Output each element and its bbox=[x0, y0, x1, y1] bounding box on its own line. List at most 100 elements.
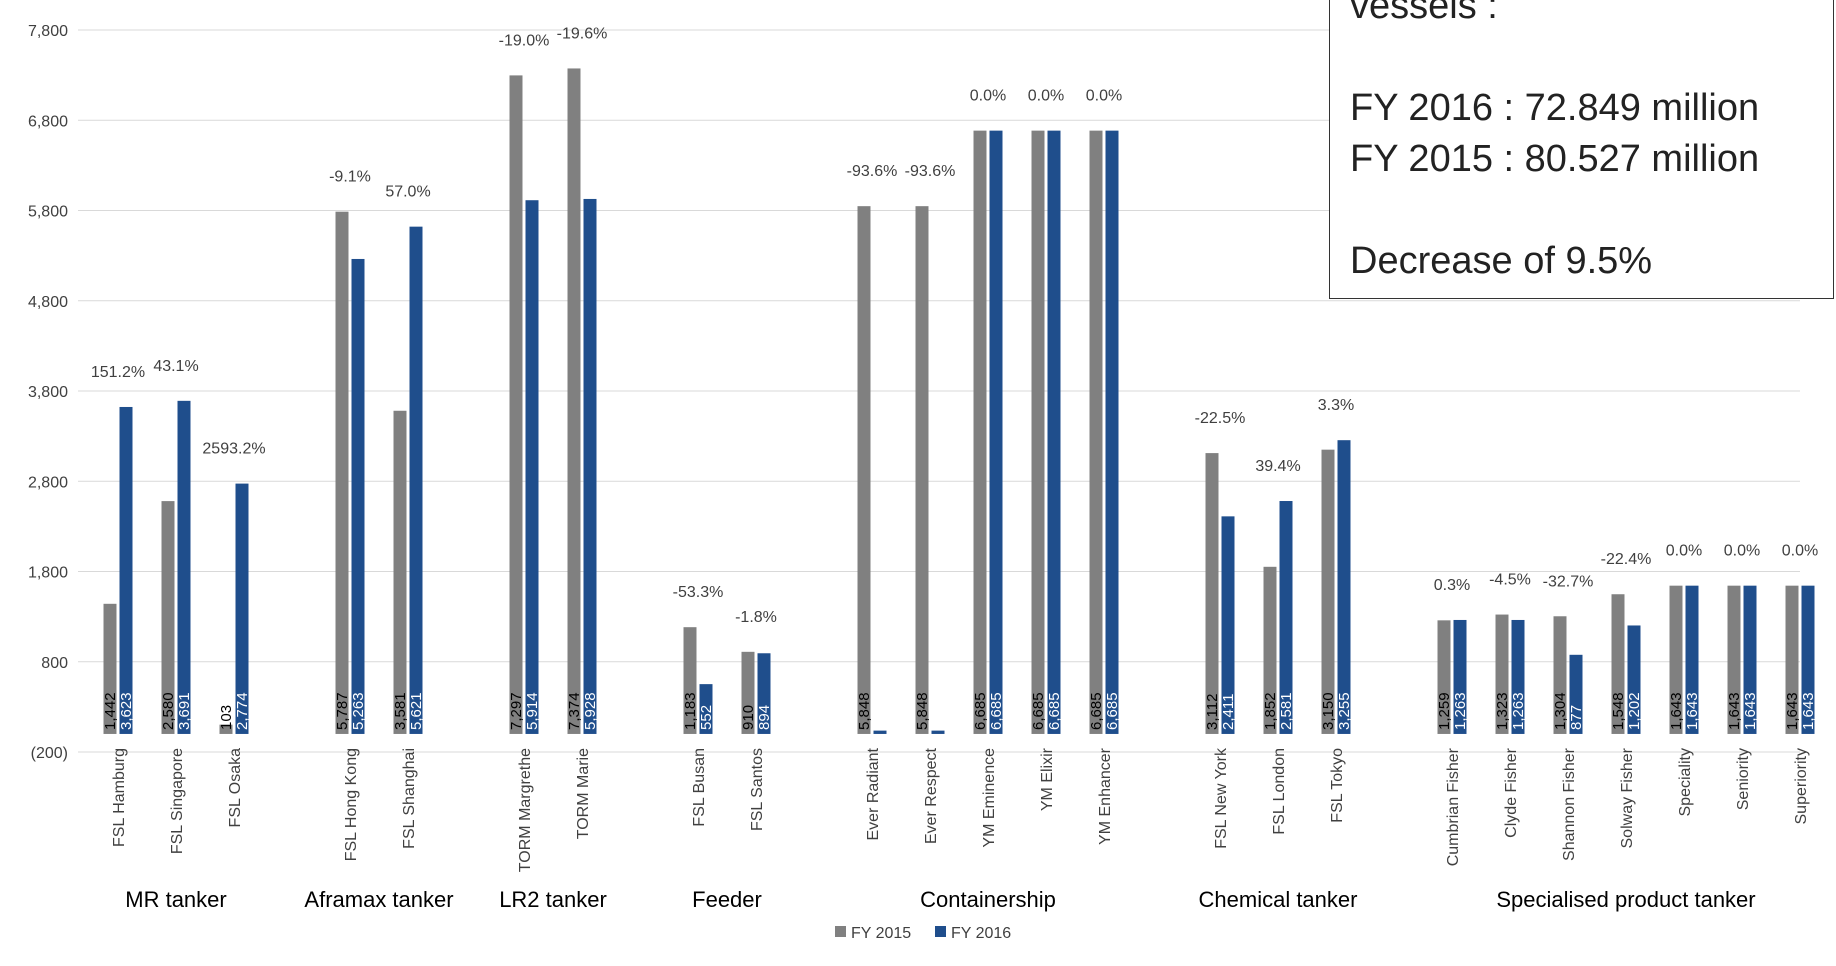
percent-change-label: 0.0% bbox=[1782, 543, 1818, 560]
value-label-fy2016: 6,685 bbox=[1046, 692, 1063, 730]
bar-fy2016 bbox=[120, 407, 133, 734]
bar-fy2015 bbox=[1090, 131, 1103, 734]
value-label-fy2016: 2,581 bbox=[1278, 692, 1295, 730]
value-label-fy2016: 6,685 bbox=[1104, 692, 1121, 730]
category-group-label: Feeder bbox=[692, 887, 762, 912]
summary-spacer bbox=[1350, 32, 1833, 83]
percent-change-label: -22.4% bbox=[1601, 551, 1652, 568]
x-tick-label: FSL Santos bbox=[749, 748, 766, 831]
percent-change-label: 57.0% bbox=[385, 184, 430, 201]
bar-fy2016 bbox=[526, 200, 539, 734]
percent-change-label: -53.3% bbox=[673, 584, 724, 601]
x-tick-label: Ever Respect bbox=[923, 747, 940, 844]
percent-change-label: 39.4% bbox=[1255, 458, 1300, 475]
category-group-label: Containership bbox=[920, 887, 1056, 912]
summary-spacer bbox=[1350, 185, 1833, 236]
x-tick-label: YM Eminence bbox=[981, 748, 998, 848]
x-tick-label: Superiority bbox=[1793, 748, 1810, 824]
value-label-fy2015: 3,112 bbox=[1204, 694, 1221, 730]
x-tick-label: FSL Hamburg bbox=[111, 748, 128, 847]
percent-change-label: -32.7% bbox=[1543, 573, 1594, 590]
value-label-fy2015: 1,643 bbox=[1726, 692, 1743, 730]
percent-change-label: 151.2% bbox=[91, 364, 145, 381]
value-label-fy2015: 1,323 bbox=[1494, 692, 1511, 730]
bar-fy2016 bbox=[410, 227, 423, 734]
bar-fy2015 bbox=[1032, 131, 1045, 734]
y-tick-label: 1,800 bbox=[28, 565, 68, 582]
bar-fy2016 bbox=[352, 259, 365, 734]
percent-change-label: 3.3% bbox=[1318, 397, 1354, 414]
percent-change-label: 0.0% bbox=[1666, 543, 1702, 560]
value-label-fy2015: 5,848 bbox=[856, 692, 873, 730]
y-tick-label: 3,800 bbox=[28, 384, 68, 401]
value-label-fy2015: 1,304 bbox=[1552, 692, 1569, 730]
percent-change-label: 0.0% bbox=[1028, 88, 1064, 105]
percent-change-label: 0.3% bbox=[1434, 577, 1470, 594]
value-label-fy2016: 37 bbox=[930, 713, 947, 730]
bar-fy2016 bbox=[1338, 440, 1351, 734]
x-tick-label: FSL Shanghai bbox=[401, 748, 418, 849]
bar-fy2015 bbox=[510, 75, 523, 734]
x-tick-label: Seniority bbox=[1735, 748, 1752, 810]
value-label-fy2016: 877 bbox=[1568, 705, 1585, 730]
value-label-fy2016: 1,202 bbox=[1626, 692, 1643, 730]
y-tick-label: 7,800 bbox=[28, 23, 68, 40]
category-group-label: Aframax tanker bbox=[304, 887, 453, 912]
bar-value-labels: 1,4423,6232,5803,6911032,7745,7875,2633,… bbox=[102, 692, 1817, 730]
percent-change-label: -1.8% bbox=[735, 609, 777, 626]
category-group-label: Specialised product tanker bbox=[1496, 887, 1755, 912]
value-label-fy2015: 5,848 bbox=[914, 692, 931, 730]
x-tick-label: FSL New York bbox=[1213, 747, 1230, 849]
bar-fy2016 bbox=[874, 731, 887, 734]
value-label-fy2015: 7,374 bbox=[566, 692, 583, 730]
percent-change-label: -93.6% bbox=[905, 163, 956, 180]
legend-swatch-fy2016 bbox=[935, 926, 946, 937]
percent-change-label: 0.0% bbox=[970, 88, 1006, 105]
value-label-fy2015: 5,787 bbox=[334, 692, 351, 730]
legend: FY 2015FY 2016 bbox=[835, 925, 1011, 942]
y-tick-label: 2,800 bbox=[28, 474, 68, 491]
value-label-fy2016: 3,255 bbox=[1336, 692, 1353, 730]
percent-change-label: 2593.2% bbox=[202, 441, 265, 458]
x-tick-label: Shannon Fisher bbox=[1561, 747, 1578, 861]
summary-line-decrease: Decrease of 9.5% bbox=[1350, 236, 1833, 287]
value-label-fy2015: 3,581 bbox=[392, 692, 409, 730]
value-label-fy2016: 894 bbox=[756, 705, 773, 730]
x-tick-label: TORM Marie bbox=[575, 748, 592, 839]
bar-fy2016 bbox=[990, 131, 1003, 734]
bar-fy2016 bbox=[1048, 131, 1061, 734]
summary-line-fy2016: FY 2016 : 72.849 million bbox=[1350, 83, 1833, 134]
x-axis-tick-labels: FSL HamburgFSL SingaporeFSL OsakaFSL Hon… bbox=[111, 747, 1810, 872]
y-tick-label: (200) bbox=[31, 745, 68, 762]
value-label-fy2015: 1,548 bbox=[1610, 692, 1627, 730]
y-tick-label: 4,800 bbox=[28, 294, 68, 311]
category-group-label: Chemical tanker bbox=[1199, 887, 1358, 912]
value-label-fy2016: 5,263 bbox=[350, 692, 367, 730]
value-label-fy2015: 6,685 bbox=[1030, 692, 1047, 730]
x-tick-label: Clyde Fisher bbox=[1503, 747, 1520, 837]
percent-change-label: -93.6% bbox=[847, 163, 898, 180]
x-tick-label: FSL Hong Kong bbox=[343, 748, 360, 861]
legend-label-fy2016: FY 2016 bbox=[951, 925, 1011, 942]
percent-change-label: 0.0% bbox=[1086, 88, 1122, 105]
bar-fy2016 bbox=[932, 731, 945, 734]
bar-fy2015 bbox=[336, 212, 349, 734]
x-tick-label: FSL Singapore bbox=[169, 748, 186, 854]
value-label-fy2015: 6,685 bbox=[1088, 692, 1105, 730]
bar-fy2015 bbox=[858, 206, 871, 734]
x-tick-label: YM Enhancer bbox=[1097, 747, 1114, 845]
y-axis-tick-labels: (200)8001,8002,8003,8004,8005,8006,8007,… bbox=[28, 23, 68, 762]
value-label-fy2015: 1,852 bbox=[1262, 692, 1279, 730]
percent-change-label: 43.1% bbox=[153, 358, 198, 375]
value-label-fy2015: 6,685 bbox=[972, 692, 989, 730]
value-label-fy2016: 5,914 bbox=[524, 692, 541, 730]
summary-line-vessels: vessels : bbox=[1350, 0, 1833, 32]
x-tick-label: FSL Busan bbox=[691, 748, 708, 827]
bar-fy2015 bbox=[1206, 453, 1219, 734]
bar-fy2015 bbox=[916, 206, 929, 734]
y-tick-label: 5,800 bbox=[28, 204, 68, 221]
value-label-fy2016: 3,623 bbox=[118, 692, 135, 730]
bar-fy2016 bbox=[178, 401, 191, 734]
value-label-fy2016: 1,643 bbox=[1742, 692, 1759, 730]
category-group-label: LR2 tanker bbox=[499, 887, 607, 912]
